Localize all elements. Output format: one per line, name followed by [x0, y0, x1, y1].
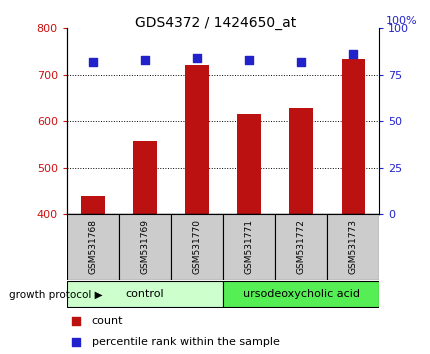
Point	[89, 59, 96, 65]
Bar	[81, 195, 104, 214]
Point	[73, 340, 80, 346]
Text: GSM531770: GSM531770	[192, 219, 201, 274]
Bar	[223, 281, 378, 307]
Point	[141, 57, 148, 63]
Bar	[185, 65, 208, 214]
Text: GSM531773: GSM531773	[348, 219, 357, 274]
Bar	[274, 214, 326, 280]
Point	[193, 55, 200, 61]
Point	[297, 59, 304, 65]
Bar	[341, 58, 364, 214]
Point	[245, 57, 252, 63]
Bar	[237, 114, 260, 214]
Text: GSM531771: GSM531771	[244, 219, 253, 274]
Text: 100%: 100%	[385, 16, 417, 25]
Bar	[223, 214, 274, 280]
Text: GSM531768: GSM531768	[88, 219, 97, 274]
Bar	[67, 281, 223, 307]
Text: control: control	[125, 289, 164, 299]
Bar	[67, 214, 119, 280]
Text: ursodeoxycholic acid: ursodeoxycholic acid	[242, 289, 359, 299]
Point	[73, 318, 80, 324]
Text: percentile rank within the sample: percentile rank within the sample	[92, 337, 279, 348]
Text: GDS4372 / 1424650_at: GDS4372 / 1424650_at	[135, 16, 295, 30]
Text: growth protocol ▶: growth protocol ▶	[9, 290, 102, 299]
Bar	[289, 108, 312, 214]
Text: GSM531772: GSM531772	[296, 219, 305, 274]
Bar	[119, 214, 171, 280]
Bar	[171, 214, 223, 280]
Text: count: count	[92, 316, 123, 326]
Bar	[133, 141, 156, 214]
Text: GSM531769: GSM531769	[140, 219, 149, 274]
Bar	[326, 214, 378, 280]
Point	[349, 51, 356, 57]
